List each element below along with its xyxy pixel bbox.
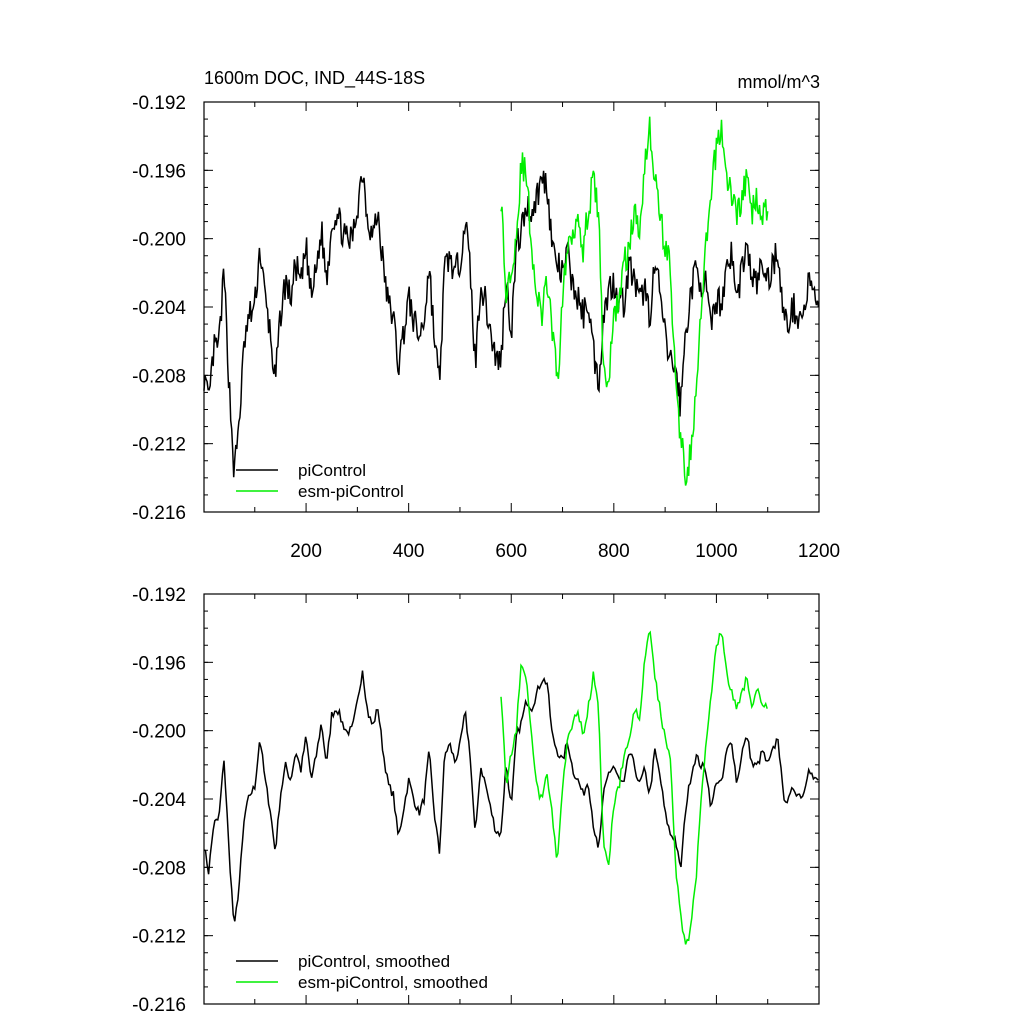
series-line-esm-picontrol [500, 116, 769, 486]
y-tick-label: -0.196 [132, 653, 186, 674]
y-tick-label: -0.216 [132, 995, 186, 1016]
y-tick-label: -0.212 [132, 927, 186, 948]
x-tick-label: 400 [393, 541, 425, 562]
y-tick-label: -0.192 [132, 585, 186, 606]
x-tick-label: 1000 [695, 541, 737, 562]
legend-label-esm-picontrol: esm-piControl [298, 482, 404, 501]
chart-title: 1600m DOC, IND_44S-18S [204, 68, 425, 89]
x-tick-label: 200 [290, 541, 322, 562]
series-line-picontrol [203, 170, 820, 478]
top-plot-frame [203, 101, 820, 513]
x-tick-label: 1200 [798, 541, 840, 562]
bottom-legend: piControl, smoothed esm-piControl, smoot… [236, 952, 488, 992]
y-tick-label: -0.216 [132, 503, 186, 524]
legend-label-esm-picontrol-smoothed: esm-piControl, smoothed [298, 973, 488, 992]
y-tick-label: -0.200 [132, 230, 186, 251]
units-label: mmol/m^3 [738, 72, 820, 92]
bottom-series-group [203, 630, 819, 945]
y-tick-label: -0.192 [132, 93, 186, 114]
panel-bottom: -0.192 -0.196 -0.200 -0.204 -0.208 -0.212 -0.2… [132, 585, 820, 1016]
panel-top: 1600m DOC, IND_44S-18S mmol/m^3 -0.192 -0… [132, 68, 840, 562]
y-tick-label: -0.204 [132, 790, 186, 811]
legend-label-picontrol-smoothed: piControl, smoothed [298, 952, 450, 971]
y-tick-label: -0.208 [132, 858, 186, 879]
series-line-picontrol [203, 670, 819, 922]
legend-label-picontrol: piControl [298, 461, 366, 480]
y-tick-label: -0.204 [132, 298, 186, 319]
y-tick-label: -0.212 [132, 435, 186, 456]
series-line-esm-picontrol [500, 630, 768, 945]
y-tick-label: -0.208 [132, 366, 186, 387]
top-series-group [203, 116, 820, 486]
bottom-plot-frame [203, 593, 820, 1005]
top-legend: piControl esm-piControl [236, 461, 404, 501]
x-tick-label: 600 [495, 541, 527, 562]
y-tick-label: -0.196 [132, 161, 186, 182]
y-tick-label: -0.200 [132, 722, 186, 743]
x-tick-label: 800 [598, 541, 630, 562]
